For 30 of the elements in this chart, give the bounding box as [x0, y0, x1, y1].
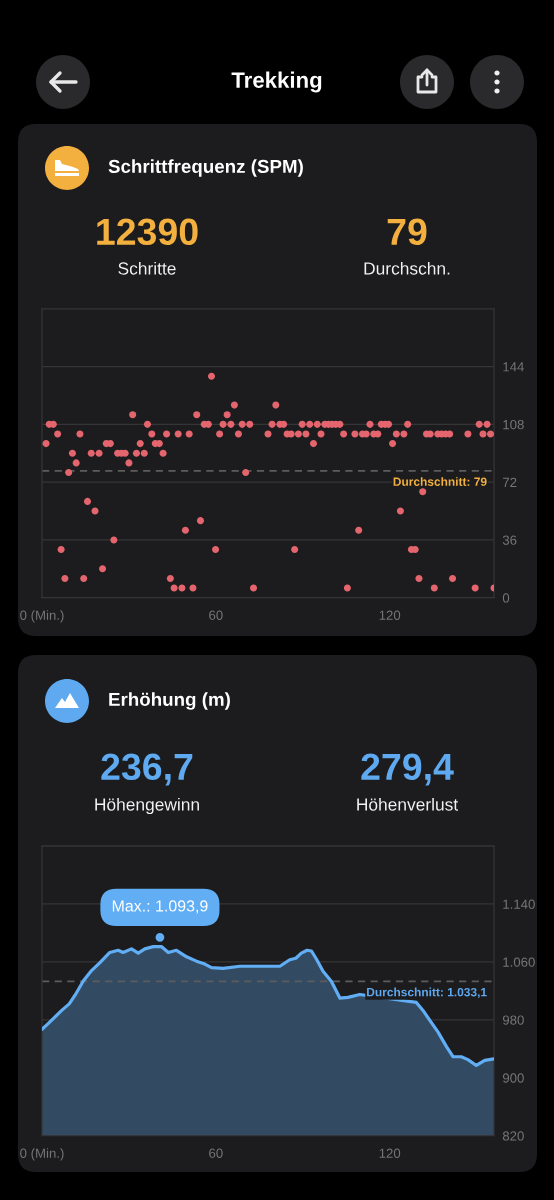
- y-tick-label: 900: [502, 1073, 524, 1083]
- text: Schritte: [118, 261, 176, 275]
- ref-line-label: Durchschnitt: 79: [393, 477, 487, 486]
- text: Höhenverlust: [357, 797, 459, 811]
- y-tick-label: 1.060: [503, 957, 535, 967]
- text: 79: [387, 218, 427, 246]
- x-tick-label: 60: [209, 610, 223, 620]
- y-tick-label: 980: [502, 1015, 524, 1025]
- x-tick-label: 120: [379, 1148, 401, 1158]
- y-tick-label: 144: [503, 362, 524, 372]
- x-tick-label: 60: [209, 1148, 223, 1158]
- text: 279,4: [361, 753, 454, 786]
- text: 12390: [97, 218, 198, 246]
- text: Trekking: [231, 71, 322, 93]
- annotation: Max.: 1.093,9: [112, 900, 208, 914]
- text: 236,7: [101, 753, 193, 786]
- x-tick-label: 0 (Min.): [20, 610, 64, 623]
- y-tick-label: 820: [502, 1131, 524, 1141]
- y-tick-label: 1.140: [503, 899, 535, 909]
- ref-line-label: Durchschnitt: 1.033,1: [367, 987, 487, 999]
- chart-title: Erhöhung (m): [109, 692, 230, 710]
- y-tick-label: 36: [502, 535, 517, 545]
- x-tick-label: 0 (Min.): [20, 1148, 64, 1161]
- text: Durchschn.: [364, 261, 450, 275]
- y-tick-label: 72: [503, 477, 517, 487]
- chart-title: Schrittfrequenz (SPM): [108, 159, 303, 177]
- y-tick-label: 108: [503, 419, 524, 430]
- x-tick-label: 120: [379, 610, 401, 620]
- text: Höhengewinn: [95, 797, 199, 815]
- y-tick-label: 0: [502, 593, 510, 603]
